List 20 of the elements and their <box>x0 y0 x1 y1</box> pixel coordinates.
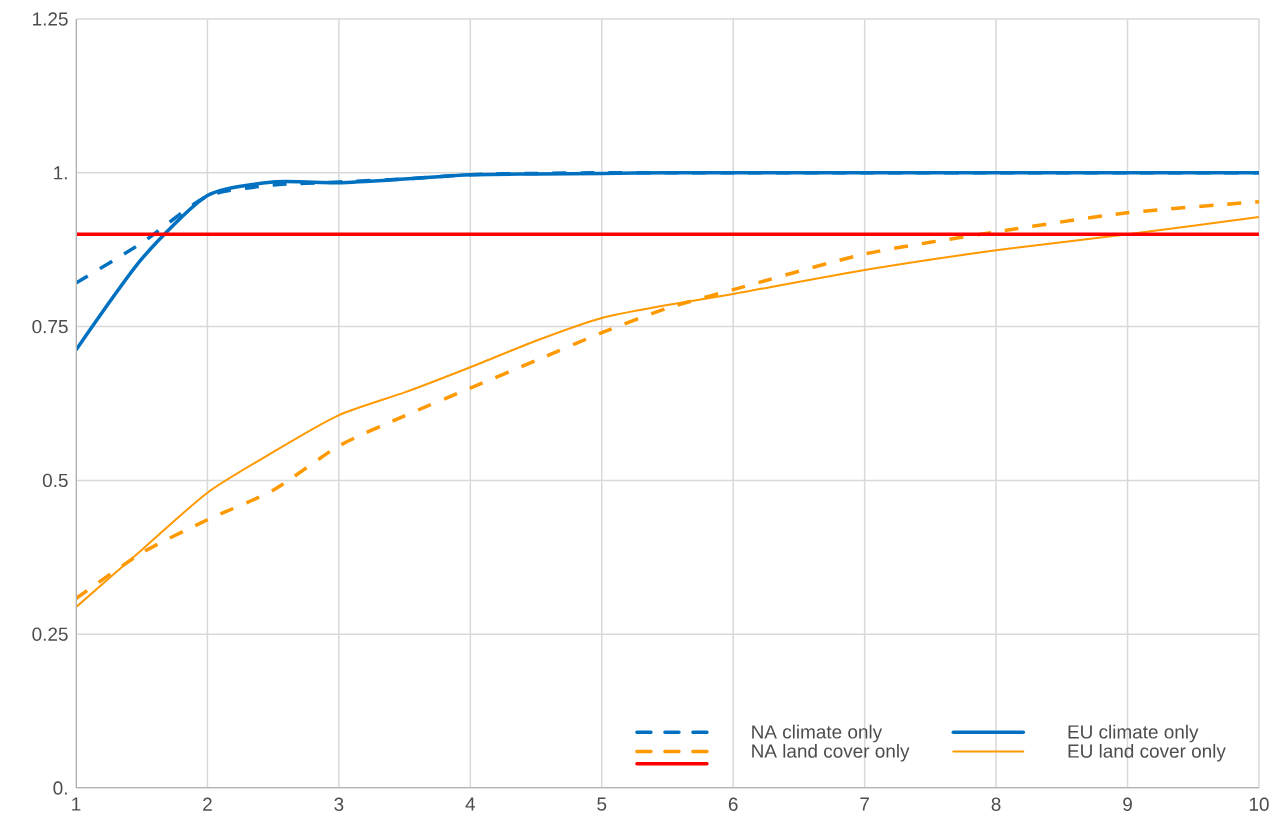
y-tick-label: 0.25 <box>32 627 68 641</box>
x-tick-label: 9 <box>1123 797 1132 811</box>
legend-label: EU climate only <box>1068 724 1199 743</box>
x-tick-label: 5 <box>597 797 607 811</box>
y-tick-label: 1.25 <box>33 12 68 26</box>
x-tick-label: 7 <box>860 797 869 811</box>
x-tick-label: 10 <box>1249 797 1269 811</box>
x-tick-label: 1 <box>72 797 81 811</box>
y-tick-label: 0.75 <box>32 319 68 334</box>
y-tick-label: 1. <box>54 166 67 180</box>
legend-label: NA land cover only <box>752 743 910 762</box>
x-tick-label: 6 <box>728 797 738 811</box>
legend-label: NA climate only <box>752 724 883 743</box>
x-tick-label: 4 <box>465 797 476 811</box>
x-tick-label: 2 <box>203 797 212 811</box>
x-tick-label: 8 <box>991 797 1001 811</box>
x-tick-label: 3 <box>334 797 344 811</box>
y-tick-label: 0. <box>53 781 67 795</box>
y-tick-label: 0.5 <box>42 473 68 488</box>
legend-label: EU land cover only <box>1068 743 1226 762</box>
